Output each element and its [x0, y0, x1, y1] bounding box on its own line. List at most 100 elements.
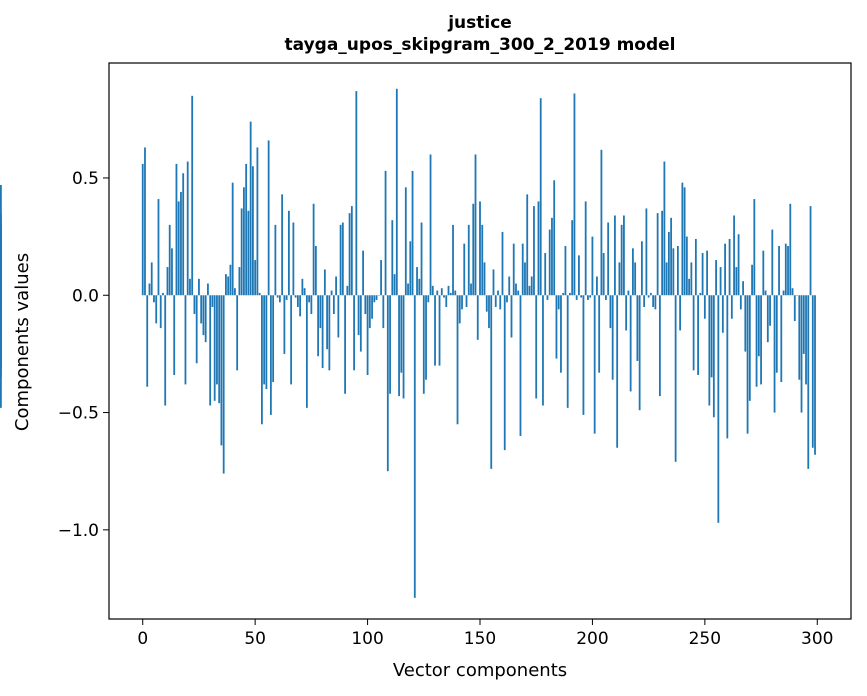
bar	[492, 269, 495, 296]
bar	[312, 203, 315, 296]
bar	[798, 295, 801, 380]
bar	[614, 215, 616, 296]
bar	[537, 201, 540, 296]
bar	[317, 295, 320, 357]
x-tick-label: 200	[576, 629, 608, 649]
bar	[501, 231, 504, 296]
bar	[521, 243, 524, 296]
bar	[802, 295, 805, 354]
bar	[638, 295, 641, 411]
bar	[611, 295, 614, 380]
bar	[326, 295, 328, 350]
bar	[422, 295, 425, 394]
bar	[207, 283, 209, 296]
bar	[375, 295, 378, 300]
bar	[481, 224, 484, 296]
bar	[278, 295, 281, 303]
bar	[431, 285, 434, 296]
bar	[517, 290, 520, 296]
bar	[672, 248, 675, 296]
bar	[571, 220, 574, 296]
bar	[452, 224, 454, 296]
bar	[535, 295, 538, 399]
bar	[488, 295, 490, 329]
bar	[809, 206, 812, 296]
x-axis-label: Vector components	[393, 660, 567, 681]
bar	[218, 295, 221, 404]
bar	[699, 292, 702, 296]
bar	[789, 203, 792, 296]
bar	[724, 243, 726, 296]
bar	[596, 276, 598, 296]
bar	[607, 222, 610, 296]
bar	[382, 295, 385, 329]
bar	[465, 295, 468, 307]
bar	[249, 121, 252, 296]
bar	[494, 295, 497, 307]
bar	[240, 208, 243, 296]
bar	[146, 295, 149, 387]
bar	[189, 278, 191, 296]
bar	[685, 236, 688, 296]
bar	[546, 295, 549, 300]
bar	[627, 290, 630, 296]
bar	[261, 295, 263, 425]
bar	[211, 295, 214, 307]
bar	[643, 295, 646, 307]
y-axis-ticks: −1.0 −0.5 0.0 0.5	[58, 169, 109, 541]
x-tick-label: 250	[689, 629, 721, 649]
bar	[384, 170, 387, 296]
x-tick-label: 50	[244, 629, 266, 649]
bar	[814, 295, 816, 455]
bar	[587, 295, 589, 300]
bar	[584, 201, 587, 296]
bar	[186, 161, 189, 296]
bar	[443, 295, 445, 298]
bar	[791, 288, 794, 296]
bar	[508, 276, 511, 296]
bar	[748, 295, 751, 401]
bar	[580, 295, 583, 298]
bar	[548, 229, 551, 296]
bar	[398, 295, 400, 397]
bar	[539, 98, 542, 296]
bar	[366, 295, 369, 376]
bar	[640, 241, 643, 296]
bar	[778, 245, 780, 296]
bar	[177, 201, 180, 296]
bar	[202, 295, 205, 336]
bar	[656, 213, 659, 296]
bar	[247, 210, 250, 296]
y-tick-label: 0.5	[72, 169, 99, 189]
bar	[470, 283, 472, 296]
bar	[600, 149, 603, 296]
bar	[267, 140, 270, 296]
bar	[204, 295, 207, 343]
bar	[618, 262, 621, 296]
bar	[420, 222, 423, 296]
bar	[303, 288, 306, 296]
bar	[735, 267, 738, 296]
bar	[362, 250, 364, 296]
bar-series	[0, 88, 816, 598]
bar	[807, 295, 810, 469]
bar	[328, 295, 331, 371]
bar	[510, 295, 513, 338]
bar	[476, 295, 479, 340]
bar	[553, 180, 556, 296]
bar	[245, 163, 248, 296]
bar	[0, 238, 2, 296]
bar	[719, 267, 722, 296]
bar	[784, 243, 787, 296]
bar	[168, 224, 171, 296]
x-tick-label: 100	[351, 629, 383, 649]
bar	[184, 295, 187, 385]
bar	[645, 208, 648, 296]
bar	[447, 285, 450, 296]
bar	[746, 295, 749, 434]
bar	[690, 262, 693, 296]
bar	[701, 253, 704, 296]
bar	[229, 264, 232, 296]
bar	[632, 248, 634, 296]
bar	[290, 295, 293, 385]
